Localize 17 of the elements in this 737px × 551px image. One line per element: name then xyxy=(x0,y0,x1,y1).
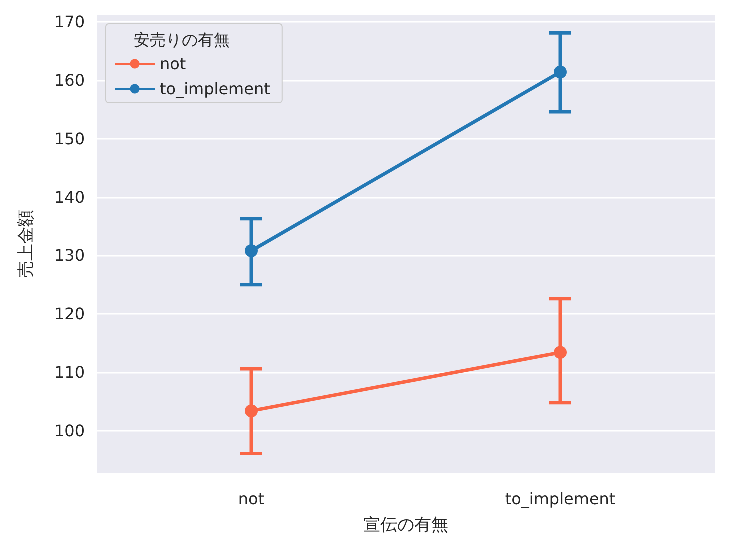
y-tick-label: 110 xyxy=(54,363,85,382)
y-tick-label: 140 xyxy=(54,188,85,207)
y-tick-label: 150 xyxy=(54,129,85,148)
point xyxy=(245,244,258,258)
point xyxy=(554,346,567,360)
legend-label: to_implement xyxy=(160,80,270,98)
y-tick-label: 130 xyxy=(54,246,85,266)
y-tick-label: 100 xyxy=(54,421,85,440)
point xyxy=(245,404,258,418)
y-tick-label: 170 xyxy=(54,12,85,32)
point xyxy=(554,66,567,79)
x-axis-title: 宣伝の有無 xyxy=(364,516,448,536)
y-axis-title: 売上金額 xyxy=(16,210,36,278)
y-tick-label: 160 xyxy=(54,70,85,90)
legend-label: not xyxy=(160,54,186,74)
legend-title: 安売りの有無 xyxy=(134,30,230,50)
y-tick-label: 120 xyxy=(54,304,85,324)
